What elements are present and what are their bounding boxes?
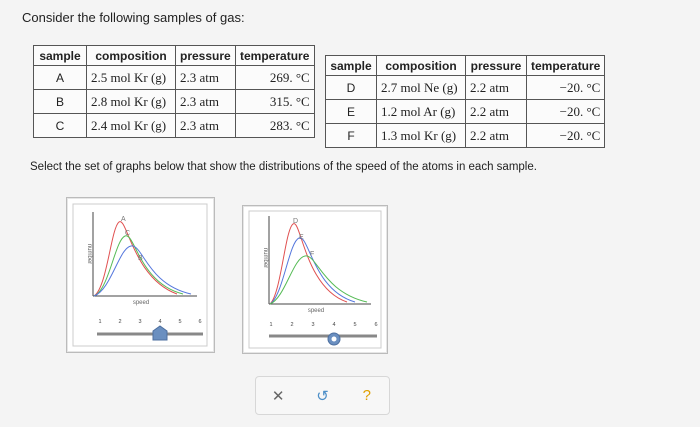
- temperature-cell: −20. °C: [525, 75, 606, 100]
- help-icon[interactable]: ?: [362, 387, 371, 404]
- curve-e: [269, 237, 356, 305]
- composition-cell: 1.3 mol Kr (g): [376, 123, 466, 148]
- sample-label: A: [33, 65, 87, 90]
- slider-tick-label: 1: [98, 319, 101, 325]
- table-row: E 1.2 mol Ar (g) 2.2 atm −20. °C: [325, 99, 606, 124]
- slider-tick-label: 6: [198, 319, 201, 325]
- pressure-cell: 2.3 atm: [175, 65, 236, 90]
- pressure-cell: 2.2 atm: [465, 75, 527, 100]
- graph-option-1[interactable]: number speed A C B 1 2 3 4 5 6: [66, 197, 215, 353]
- close-icon[interactable]: ✕: [271, 387, 285, 405]
- curve-c: [93, 235, 184, 297]
- curve-label-c: C: [125, 230, 130, 237]
- slider-tick-label: 3: [138, 319, 141, 325]
- curve-d: [269, 223, 348, 305]
- question-text: Consider the following samples of gas:: [22, 10, 245, 25]
- slider-tick-label: 2: [118, 319, 121, 325]
- slider-tick-label: 2: [290, 322, 293, 328]
- pressure-cell: 2.3 atm: [175, 89, 236, 114]
- graph-1-inner-frame: [72, 203, 208, 347]
- composition-cell: 2.5 mol Kr (g): [86, 65, 176, 90]
- header-composition: composition: [376, 55, 466, 76]
- curve-label-e: E: [299, 234, 304, 241]
- graph-2-inner-frame: [248, 210, 382, 349]
- composition-cell: 2.4 mol Kr (g): [86, 113, 176, 138]
- graph-1-ylabel: number: [86, 244, 92, 264]
- slider-tick-label: 5: [353, 322, 356, 328]
- graph-2-ylabel: number: [262, 248, 268, 268]
- graph-2-slider[interactable]: 1 2 3 4 5 6: [269, 322, 378, 346]
- table-row: F 1.3 mol Kr (g) 2.2 atm −20. °C: [325, 123, 606, 148]
- composition-cell: 1.2 mol Ar (g): [376, 99, 466, 124]
- graph-1-slider[interactable]: 1 2 3 4 5 6: [97, 319, 203, 341]
- samples-table-right: sample composition pressure temperature …: [325, 55, 606, 148]
- composition-cell: 2.8 mol Kr (g): [86, 89, 176, 114]
- table-header-row: sample composition pressure temperature: [325, 55, 606, 76]
- header-pressure: pressure: [175, 45, 236, 66]
- table-row: B 2.8 mol Kr (g) 2.3 atm 315. °C: [33, 89, 315, 114]
- slider-handle-center: [331, 336, 337, 342]
- sample-label: E: [325, 99, 377, 124]
- undo-icon[interactable]: ↺: [316, 387, 329, 405]
- graph-2-xlabel: speed: [308, 308, 324, 314]
- temperature-cell: 269. °C: [234, 65, 315, 90]
- temperature-cell: 283. °C: [234, 113, 315, 138]
- header-sample: sample: [325, 55, 377, 76]
- curve-label-b: B: [138, 255, 143, 262]
- sample-label: C: [33, 113, 87, 138]
- sample-label: D: [325, 75, 377, 100]
- slider-tick-label: 3: [311, 322, 314, 328]
- slider-tick-label: 4: [332, 322, 335, 328]
- curve-a: [93, 221, 178, 297]
- header-temperature: temperature: [525, 55, 606, 76]
- answer-toolbar: ✕ ↺ ?: [255, 376, 390, 415]
- instruction-text: Select the set of graphs below that show…: [30, 161, 537, 173]
- slider-tick-label: 1: [269, 322, 272, 328]
- slider-tick-label: 5: [178, 319, 181, 325]
- temperature-cell: −20. °C: [525, 99, 606, 124]
- temperature-cell: 315. °C: [234, 89, 315, 114]
- curve-b: [93, 245, 192, 297]
- composition-cell: 2.7 mol Ne (g): [376, 75, 466, 100]
- graph-option-2[interactable]: number speed D E F 1 2 3 4 5 6: [242, 205, 388, 354]
- slider-tick-label: 6: [374, 322, 377, 328]
- curve-label-f: F: [310, 251, 314, 258]
- temperature-cell: −20. °C: [525, 123, 606, 148]
- curve-label-a: A: [121, 216, 126, 223]
- pressure-cell: 2.2 atm: [465, 99, 527, 124]
- graph-1-xlabel: speed: [133, 300, 149, 306]
- slider-handle[interactable]: [152, 325, 168, 341]
- pressure-cell: 2.2 atm: [465, 123, 527, 148]
- curve-label-d: D: [293, 218, 298, 225]
- slider-tick-label: 4: [158, 319, 161, 325]
- pressure-cell: 2.3 atm: [175, 113, 236, 138]
- samples-table-left: sample composition pressure temperature …: [33, 45, 315, 138]
- header-temperature: temperature: [234, 45, 315, 66]
- header-pressure: pressure: [465, 55, 527, 76]
- header-sample: sample: [33, 45, 87, 66]
- sample-label: F: [325, 123, 377, 148]
- table-header-row: sample composition pressure temperature: [33, 45, 315, 66]
- curve-f: [269, 255, 368, 305]
- table-row: C 2.4 mol Kr (g) 2.3 atm 283. °C: [33, 113, 315, 138]
- sample-label: B: [33, 89, 87, 114]
- graph-1-canvas: number speed A C B 1 2 3 4 5 6: [72, 203, 208, 347]
- header-composition: composition: [86, 45, 176, 66]
- table-row: A 2.5 mol Kr (g) 2.3 atm 269. °C: [33, 65, 315, 90]
- graph-2-canvas: number speed D E F 1 2 3 4 5 6: [248, 210, 382, 349]
- table-row: D 2.7 mol Ne (g) 2.2 atm −20. °C: [325, 75, 606, 100]
